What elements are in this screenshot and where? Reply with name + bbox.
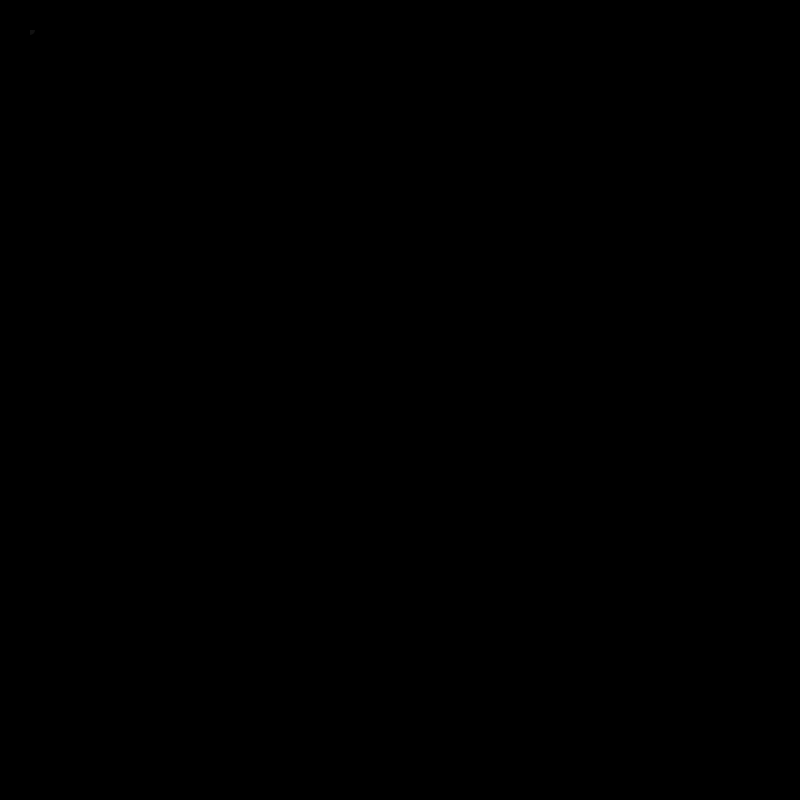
heatmap-canvas (30, 30, 770, 770)
chart-container: { "watermark": "TheBottleneck.com", "cha… (0, 0, 800, 800)
